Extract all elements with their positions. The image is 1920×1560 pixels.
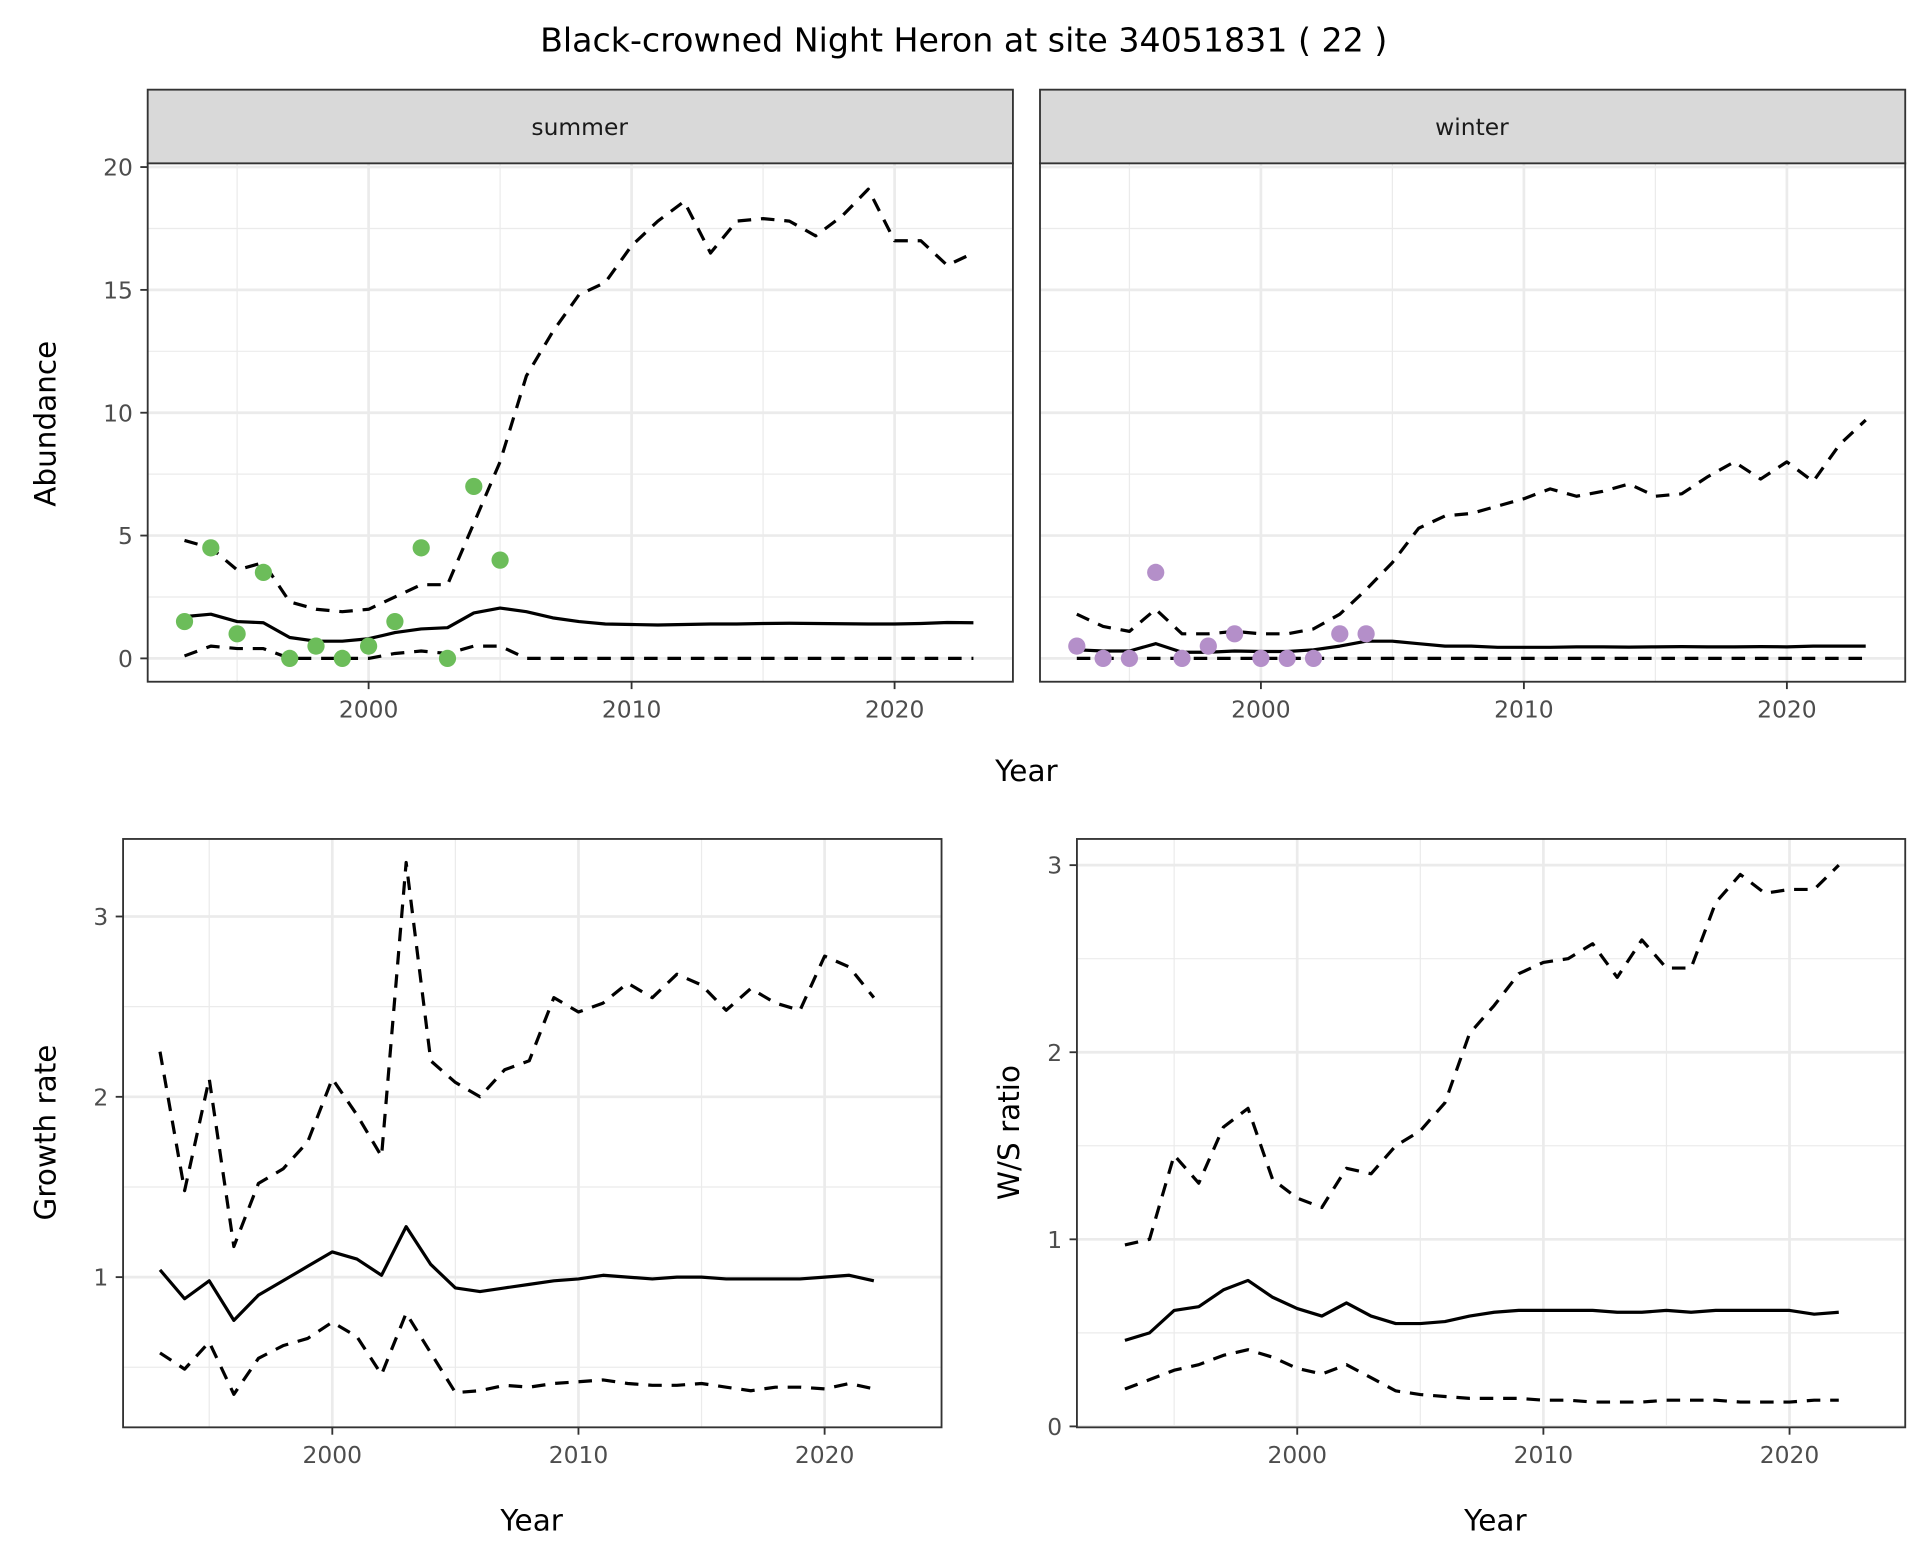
data-point bbox=[491, 551, 509, 569]
x-tick-label: 2010 bbox=[1514, 1441, 1574, 1469]
series-line-mean bbox=[158, 1225, 875, 1322]
growth-y-axis-title: Growth rate bbox=[28, 1045, 62, 1221]
y-tick-label: 5 bbox=[118, 522, 133, 550]
strip-summer-bg bbox=[146, 88, 1014, 165]
x-tick-label: 2020 bbox=[1760, 1441, 1820, 1469]
data-point bbox=[254, 563, 273, 582]
y-tick-label: 1 bbox=[1047, 1226, 1062, 1254]
data-point bbox=[1252, 649, 1270, 667]
y-tick-label: 2 bbox=[1047, 1039, 1062, 1067]
data-point bbox=[438, 649, 457, 667]
panel-border bbox=[1076, 838, 1907, 1429]
series-line-lower bbox=[1124, 1348, 1839, 1404]
figure-title: Black-crowned Night Heron at site 340518… bbox=[540, 21, 1387, 60]
data-point bbox=[175, 612, 194, 631]
series-line-upper bbox=[184, 187, 975, 614]
data-point bbox=[1304, 649, 1323, 667]
data-point bbox=[1094, 649, 1112, 667]
x-tick-label: 2000 bbox=[1231, 695, 1291, 723]
data-point bbox=[1278, 649, 1296, 667]
data-point bbox=[1331, 625, 1349, 643]
strip-winter-label: winter bbox=[1435, 113, 1509, 141]
series-line-upper bbox=[158, 860, 876, 1249]
y-tick-label: 2 bbox=[93, 1083, 108, 1111]
x-tick-label: 2000 bbox=[339, 695, 399, 723]
panel-background bbox=[147, 163, 1013, 682]
x-tick-label: 2020 bbox=[865, 695, 925, 723]
x-tick-label: 2010 bbox=[1494, 695, 1554, 723]
y-tick-label: 3 bbox=[93, 903, 108, 931]
data-point bbox=[359, 637, 378, 655]
strip-summer-label: summer bbox=[531, 113, 628, 141]
ratio-x-axis-title: Year bbox=[1463, 1504, 1527, 1538]
data-point bbox=[386, 612, 404, 631]
data-point bbox=[333, 649, 351, 667]
data-point bbox=[465, 477, 483, 496]
panel-winter: 2000 2010 2020 bbox=[1039, 162, 1907, 723]
data-point bbox=[1173, 649, 1191, 667]
series-line-mean bbox=[1124, 1278, 1839, 1342]
data-point bbox=[228, 625, 246, 643]
y-tick-label: 3 bbox=[1047, 852, 1062, 880]
data-point bbox=[412, 539, 430, 557]
panel-background bbox=[123, 838, 942, 1428]
x-tick-label: 2020 bbox=[795, 1441, 855, 1469]
data-point bbox=[281, 649, 299, 667]
panel-ws-ratio: 2000 2010 2020 0 1 2 3 bbox=[1047, 838, 1907, 1469]
panel-border bbox=[146, 162, 1014, 683]
y-tick-label: 20 bbox=[103, 154, 133, 182]
data-point bbox=[1225, 625, 1244, 643]
series-line-upper bbox=[1124, 863, 1840, 1247]
data-point bbox=[307, 637, 325, 655]
series-line-upper bbox=[1076, 418, 1867, 636]
data-point bbox=[1147, 563, 1165, 582]
ratio-y-axis-title: W/S ratio bbox=[992, 1065, 1026, 1200]
data-point bbox=[1068, 637, 1086, 655]
top-y-axis-title: Abundance bbox=[28, 341, 62, 507]
strip-winter-bg bbox=[1039, 88, 1907, 165]
x-tick-label: 2020 bbox=[1757, 695, 1817, 723]
panel-background bbox=[1040, 163, 1906, 682]
data-point bbox=[202, 539, 220, 557]
x-tick-label: 2000 bbox=[1267, 1441, 1327, 1469]
x-tick-label: 2010 bbox=[549, 1441, 609, 1469]
y-tick-label: 15 bbox=[103, 277, 133, 305]
y-tick-label: 1 bbox=[93, 1264, 108, 1292]
y-tick-label: 10 bbox=[103, 399, 133, 427]
panel-border bbox=[122, 838, 943, 1429]
growth-x-axis-title: Year bbox=[499, 1504, 563, 1538]
y-tick-label: 0 bbox=[1047, 1413, 1062, 1441]
x-tick-label: 2000 bbox=[303, 1441, 363, 1469]
top-x-axis-title: Year bbox=[994, 754, 1058, 788]
data-point bbox=[1357, 625, 1375, 643]
data-point bbox=[1120, 649, 1139, 667]
data-point bbox=[1199, 637, 1217, 655]
x-tick-label: 2010 bbox=[602, 695, 662, 723]
panel-background bbox=[1076, 838, 1906, 1428]
y-tick-label: 0 bbox=[118, 645, 133, 673]
panel-growth-rate: 2000 2010 2020 1 2 3 bbox=[93, 838, 943, 1469]
panel-summer: 2000 2010 2020 0 5 10 15 20 bbox=[103, 154, 1014, 723]
series-line-lower bbox=[159, 1311, 875, 1396]
series-line-lower bbox=[183, 644, 974, 660]
panel-border bbox=[1039, 162, 1907, 683]
